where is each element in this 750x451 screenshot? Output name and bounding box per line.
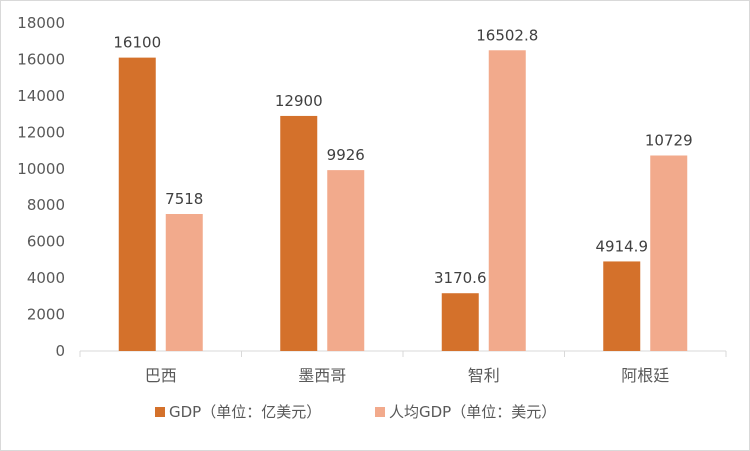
category-label: 巴西	[145, 366, 177, 385]
data-label: 16502.8	[476, 26, 538, 44]
bar	[118, 57, 156, 351]
data-label: 10729	[645, 131, 693, 149]
data-label: 3170.6	[434, 269, 487, 287]
y-tick-label: 6000	[27, 233, 65, 251]
legend-swatch	[375, 407, 385, 417]
data-label: 16100	[113, 34, 161, 52]
legend-label: 人均GDP（单位：美元）	[389, 403, 556, 421]
y-tick-label: 14000	[17, 87, 65, 105]
legend-label: GDP（单位：亿美元）	[169, 403, 321, 421]
category-label: 墨西哥	[298, 366, 346, 385]
bar	[280, 115, 318, 351]
bar	[327, 170, 365, 351]
y-tick-label: 8000	[27, 196, 65, 214]
y-tick-label: 18000	[17, 14, 65, 32]
y-tick-label: 2000	[27, 306, 65, 324]
bar	[603, 261, 641, 351]
y-tick-label: 4000	[27, 269, 65, 287]
data-label: 4914.9	[596, 237, 649, 255]
data-label: 9926	[327, 146, 365, 164]
y-tick-label: 10000	[17, 160, 65, 178]
bar	[441, 293, 479, 351]
bar	[488, 50, 526, 351]
data-label: 7518	[165, 190, 203, 208]
y-tick-label: 0	[55, 342, 65, 360]
legend-swatch	[155, 407, 165, 417]
y-tick-label: 16000	[17, 50, 65, 68]
category-label: 阿根廷	[621, 366, 669, 385]
bar	[650, 155, 688, 351]
data-label: 12900	[275, 92, 323, 110]
y-tick-label: 12000	[17, 123, 65, 141]
category-label: 智利	[468, 366, 500, 385]
bar	[165, 214, 203, 351]
